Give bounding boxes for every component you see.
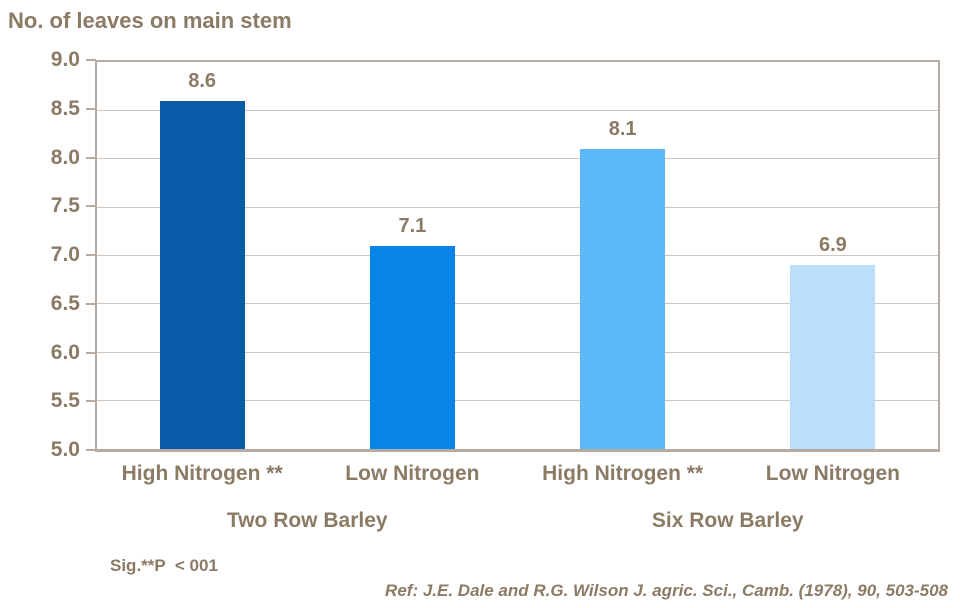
y-tick-mark — [86, 156, 96, 159]
bar-1 — [369, 245, 455, 449]
y-tick-mark — [86, 205, 96, 208]
bar-value-label-1: 7.1 — [398, 214, 427, 237]
bar-3 — [790, 265, 876, 449]
gridline — [97, 158, 938, 160]
y-tick-mark — [86, 254, 96, 256]
plot-area: 8.6 7.1 8.1 6.9 — [95, 60, 940, 452]
x-category-label-1: Low Nitrogen — [345, 462, 480, 485]
x-category-label-2: High Nitrogen ** — [542, 462, 704, 485]
gridline — [97, 255, 938, 256]
y-tick-label: 9.0 — [50, 48, 80, 71]
y-tick-label: 6.0 — [50, 340, 80, 364]
y-tick-label: 8.0 — [50, 145, 80, 169]
gridline — [97, 400, 938, 402]
chart-title: No. of leaves on main stem — [8, 8, 292, 33]
y-tick-mark — [86, 107, 96, 110]
y-tick-mark — [86, 351, 96, 354]
y-tick-label: 8.5 — [50, 96, 80, 120]
y-tick-label: 5.5 — [50, 389, 80, 413]
y-tick-mark — [86, 302, 96, 305]
y-tick-mark — [86, 59, 96, 61]
gridline — [97, 351, 938, 353]
y-tick-label: 7.5 — [50, 194, 80, 218]
bar-0 — [159, 100, 245, 449]
bar-2 — [580, 149, 666, 449]
x-category-label-3: Low Nitrogen — [765, 462, 900, 485]
x-group-label-0: Two Row Barley — [226, 509, 388, 532]
gridline — [97, 206, 938, 208]
y-tick-mark — [86, 400, 96, 403]
gridline — [97, 109, 938, 111]
bar-value-label-2: 8.1 — [608, 118, 637, 141]
x-group-label-1: Six Row Barley — [651, 509, 804, 532]
significance-note: Sig.**P < 001 — [110, 556, 218, 575]
reference-note: Ref: J.E. Dale and R.G. Wilson J. agric.… — [385, 581, 948, 600]
bar-value-label-3: 6.9 — [818, 234, 847, 257]
y-tick-mark — [86, 449, 96, 451]
y-tick-label: 6.5 — [50, 291, 80, 315]
y-tick-label: 5.0 — [50, 438, 80, 461]
bar-value-label-0: 8.6 — [188, 69, 217, 92]
y-tick-label: 7.0 — [50, 243, 80, 266]
x-category-label-0: High Nitrogen ** — [121, 462, 283, 485]
gridline — [97, 303, 938, 305]
